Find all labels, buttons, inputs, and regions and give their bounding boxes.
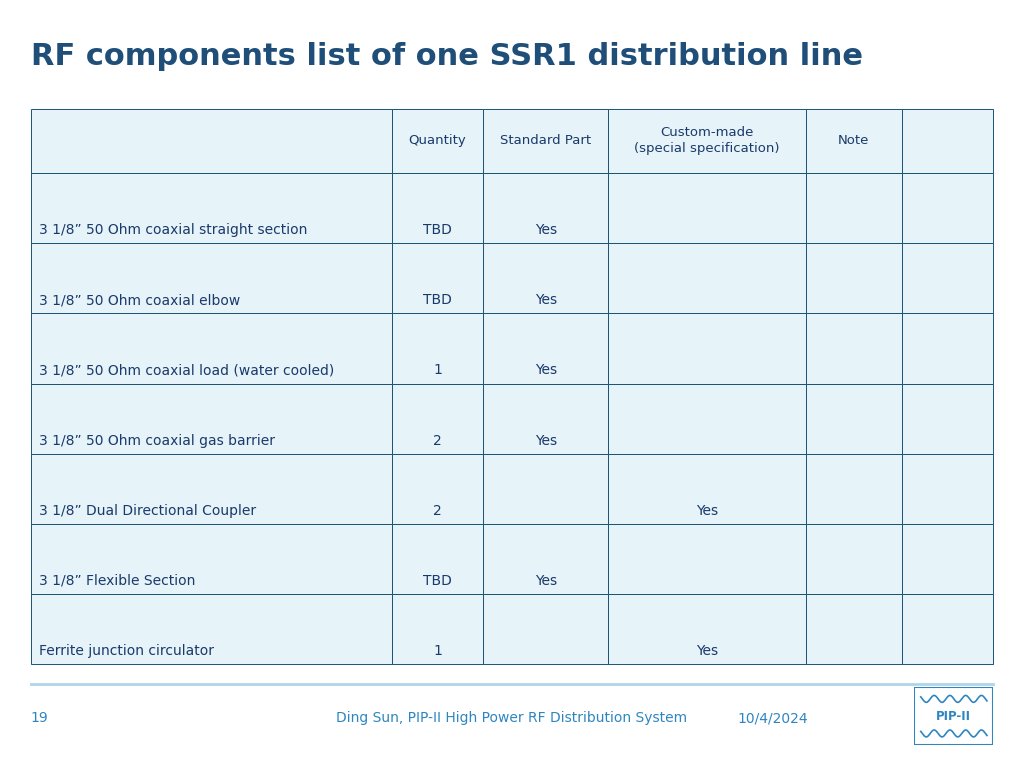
- Text: 3 1/8” 50 Ohm coaxial elbow: 3 1/8” 50 Ohm coaxial elbow: [39, 293, 241, 307]
- Text: 1: 1: [433, 644, 441, 658]
- Text: Ferrite junction circulator: Ferrite junction circulator: [39, 644, 214, 658]
- Text: Yes: Yes: [535, 574, 557, 588]
- Text: TBD: TBD: [423, 574, 452, 588]
- Text: 3 1/8” Dual Directional Coupler: 3 1/8” Dual Directional Coupler: [39, 504, 256, 518]
- Text: 19: 19: [31, 711, 48, 725]
- Text: Quantity: Quantity: [409, 134, 466, 147]
- Text: Yes: Yes: [535, 434, 557, 448]
- Text: RF components list of one SSR1 distribution line: RF components list of one SSR1 distribut…: [31, 42, 862, 71]
- Text: Standard Part: Standard Part: [500, 134, 591, 147]
- Text: Yes: Yes: [535, 293, 557, 307]
- Text: 1: 1: [433, 363, 441, 377]
- Text: 3 1/8” 50 Ohm coaxial straight section: 3 1/8” 50 Ohm coaxial straight section: [39, 223, 307, 237]
- Text: PIP-II: PIP-II: [936, 710, 972, 723]
- Text: 3 1/8” Flexible Section: 3 1/8” Flexible Section: [39, 574, 196, 588]
- Text: 3 1/8” 50 Ohm coaxial gas barrier: 3 1/8” 50 Ohm coaxial gas barrier: [39, 434, 274, 448]
- Text: 3 1/8” 50 Ohm coaxial load (water cooled): 3 1/8” 50 Ohm coaxial load (water cooled…: [39, 363, 334, 377]
- Text: TBD: TBD: [423, 223, 452, 237]
- Text: TBD: TBD: [423, 293, 452, 307]
- Text: Yes: Yes: [535, 363, 557, 377]
- Text: Custom-made
(special specification): Custom-made (special specification): [634, 127, 779, 155]
- Text: 2: 2: [433, 434, 441, 448]
- Text: Yes: Yes: [696, 644, 718, 658]
- Text: Note: Note: [838, 134, 869, 147]
- Text: Ding Sun, PIP-II High Power RF Distribution System: Ding Sun, PIP-II High Power RF Distribut…: [337, 711, 687, 725]
- FancyBboxPatch shape: [914, 687, 993, 745]
- Text: 10/4/2024: 10/4/2024: [737, 711, 808, 725]
- Text: Yes: Yes: [696, 504, 718, 518]
- Text: Yes: Yes: [535, 223, 557, 237]
- Text: 2: 2: [433, 504, 441, 518]
